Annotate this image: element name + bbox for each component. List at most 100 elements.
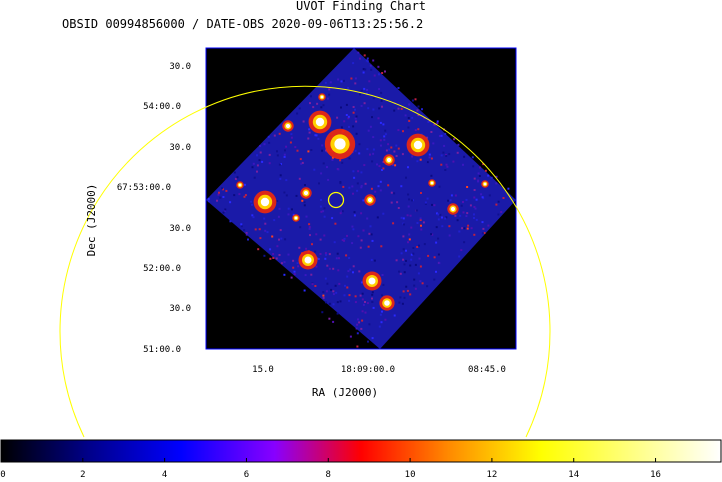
noise-pixel: [256, 154, 258, 157]
noise-pixel: [345, 254, 348, 257]
noise-pixel: [343, 239, 345, 242]
noise-pixel: [332, 303, 335, 306]
noise-pixel: [317, 137, 320, 140]
noise-pixel: [322, 210, 325, 213]
noise-pixel: [345, 114, 348, 116]
noise-pixel: [332, 320, 335, 323]
noise-pixel: [353, 211, 356, 214]
noise-pixel: [284, 149, 286, 152]
noise-pixel: [417, 114, 420, 117]
noise-pixel: [331, 159, 334, 161]
noise-pixel: [259, 145, 262, 147]
noise-pixel: [414, 129, 417, 132]
noise-pixel: [448, 153, 451, 156]
noise-pixel: [407, 166, 409, 169]
noise-pixel: [381, 310, 383, 313]
noise-pixel: [322, 104, 325, 107]
noise-pixel: [482, 227, 485, 230]
noise-pixel: [336, 116, 339, 119]
star-core: [368, 277, 376, 285]
noise-pixel: [315, 265, 318, 268]
star-core: [294, 216, 298, 220]
noise-pixel: [269, 248, 272, 251]
noise-pixel: [411, 155, 414, 158]
noise-pixel: [387, 184, 390, 187]
y-tick-label: 52:00.0: [143, 264, 181, 274]
noise-pixel: [322, 294, 325, 297]
noise-pixel: [364, 311, 367, 314]
noise-pixel: [407, 117, 410, 119]
noise-pixel: [397, 107, 400, 110]
noise-pixel: [457, 143, 460, 146]
noise-pixel: [313, 168, 316, 171]
noise-pixel: [358, 270, 361, 273]
colorbar-tick-label: 2: [80, 470, 85, 480]
noise-pixel: [319, 205, 322, 208]
noise-pixel: [256, 164, 259, 167]
noise-pixel: [340, 200, 343, 203]
noise-pixel: [407, 126, 410, 129]
noise-pixel: [360, 327, 363, 330]
noise-pixel: [473, 233, 476, 236]
noise-pixel: [417, 128, 420, 131]
noise-pixel: [421, 108, 423, 111]
noise-pixel: [423, 117, 426, 120]
noise-pixel: [305, 215, 308, 218]
noise-pixel: [328, 253, 331, 256]
x-tick-labels: 15.0 18:09:00.0 08:45.0: [252, 365, 506, 375]
noise-pixel: [343, 237, 346, 240]
star-core: [483, 182, 487, 186]
noise-pixel: [360, 184, 363, 187]
noise-pixel: [285, 194, 288, 197]
x-tick-label: 18:09:00.0: [341, 365, 395, 375]
noise-pixel: [421, 282, 424, 285]
noise-pixel: [278, 163, 281, 166]
noise-pixel: [372, 97, 375, 100]
noise-pixel: [352, 228, 355, 231]
noise-pixel: [483, 232, 486, 234]
noise-pixel: [372, 136, 375, 139]
noise-pixel: [354, 301, 357, 304]
noise-pixel: [351, 225, 354, 228]
noise-pixel: [364, 68, 367, 71]
noise-pixel: [431, 233, 434, 236]
noise-pixel: [229, 220, 232, 223]
noise-pixel: [462, 211, 465, 214]
noise-pixel: [261, 160, 264, 163]
noise-pixel: [370, 258, 373, 261]
noise-pixel: [381, 274, 384, 276]
noise-pixel: [354, 108, 356, 111]
star-core: [238, 183, 242, 187]
noise-pixel: [481, 221, 484, 224]
noise-pixel: [475, 198, 478, 201]
noise-pixel: [440, 134, 443, 137]
noise-pixel: [463, 241, 466, 244]
noise-pixel: [408, 120, 411, 122]
noise-pixel: [341, 239, 344, 242]
noise-pixel: [347, 115, 350, 118]
noise-pixel: [373, 259, 376, 262]
noise-pixel: [251, 166, 254, 169]
noise-pixel: [478, 175, 481, 177]
noise-pixel: [369, 225, 372, 228]
noise-pixel: [279, 177, 282, 180]
noise-pixel: [359, 93, 361, 96]
noise-pixel: [393, 192, 396, 195]
noise-pixel: [320, 210, 323, 213]
noise-pixel: [361, 310, 364, 313]
noise-pixel: [371, 293, 374, 296]
noise-pixel: [351, 242, 354, 245]
noise-pixel: [382, 212, 385, 215]
noise-pixel: [413, 278, 416, 281]
noise-pixel: [393, 109, 396, 112]
chart-subtitle: OBSID 00994856000 / DATE-OBS 2020-09-06T…: [62, 17, 424, 31]
noise-pixel: [372, 306, 375, 309]
noise-pixel: [245, 232, 248, 235]
noise-pixel: [308, 131, 311, 134]
noise-pixel: [337, 269, 340, 272]
noise-pixel: [298, 107, 301, 110]
noise-pixel: [445, 153, 447, 156]
noise-pixel: [356, 323, 359, 326]
noise-pixel: [323, 234, 326, 237]
noise-pixel: [301, 161, 304, 164]
